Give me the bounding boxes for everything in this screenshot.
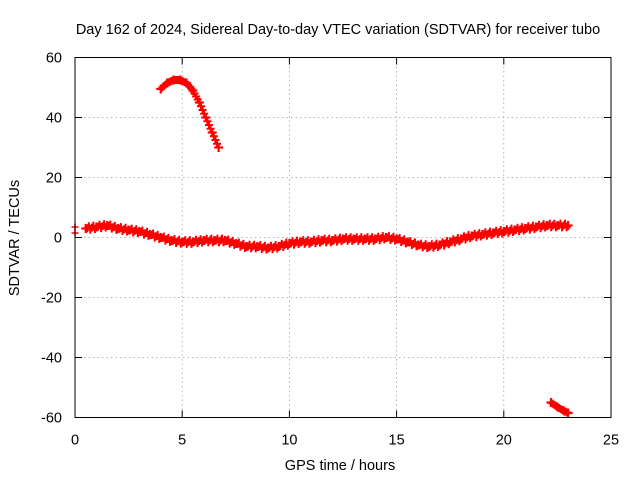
x-tick-label: 25 (603, 433, 619, 449)
x-tick-label: 5 (178, 433, 186, 449)
data-point (203, 117, 212, 126)
x-tick-label: 10 (281, 433, 297, 449)
series-layer (71, 75, 573, 418)
y-tick-label: 60 (46, 51, 62, 67)
y-tick-label: 0 (54, 231, 62, 247)
x-tick-label: 15 (389, 433, 405, 449)
x-axis-label: GPS time / hours (285, 458, 395, 474)
data-point (205, 121, 213, 129)
chart-title: Day 162 of 2024, Sidereal Day-to-day VTE… (76, 22, 600, 38)
y-tick-label: -60 (41, 411, 62, 427)
data-point (196, 102, 205, 111)
axis-ticks: 0 5 10 15 20 25 -60 -40 -20 0 20 40 60 (41, 51, 619, 449)
x-tick-label: 0 (71, 433, 79, 449)
data-point (214, 143, 224, 152)
y-tick-label: -20 (41, 291, 62, 307)
y-axis-label: SDTVAR / TECUs (7, 180, 23, 296)
data-point (563, 221, 573, 230)
y-tick-label: 40 (46, 111, 62, 127)
data-point (209, 132, 218, 141)
data-point (563, 408, 573, 418)
y-tick-label: -40 (41, 351, 62, 367)
x-tick-label: 20 (496, 433, 512, 449)
data-point (198, 106, 207, 114)
data-point (211, 136, 220, 144)
y-tick-label: 20 (46, 171, 62, 187)
